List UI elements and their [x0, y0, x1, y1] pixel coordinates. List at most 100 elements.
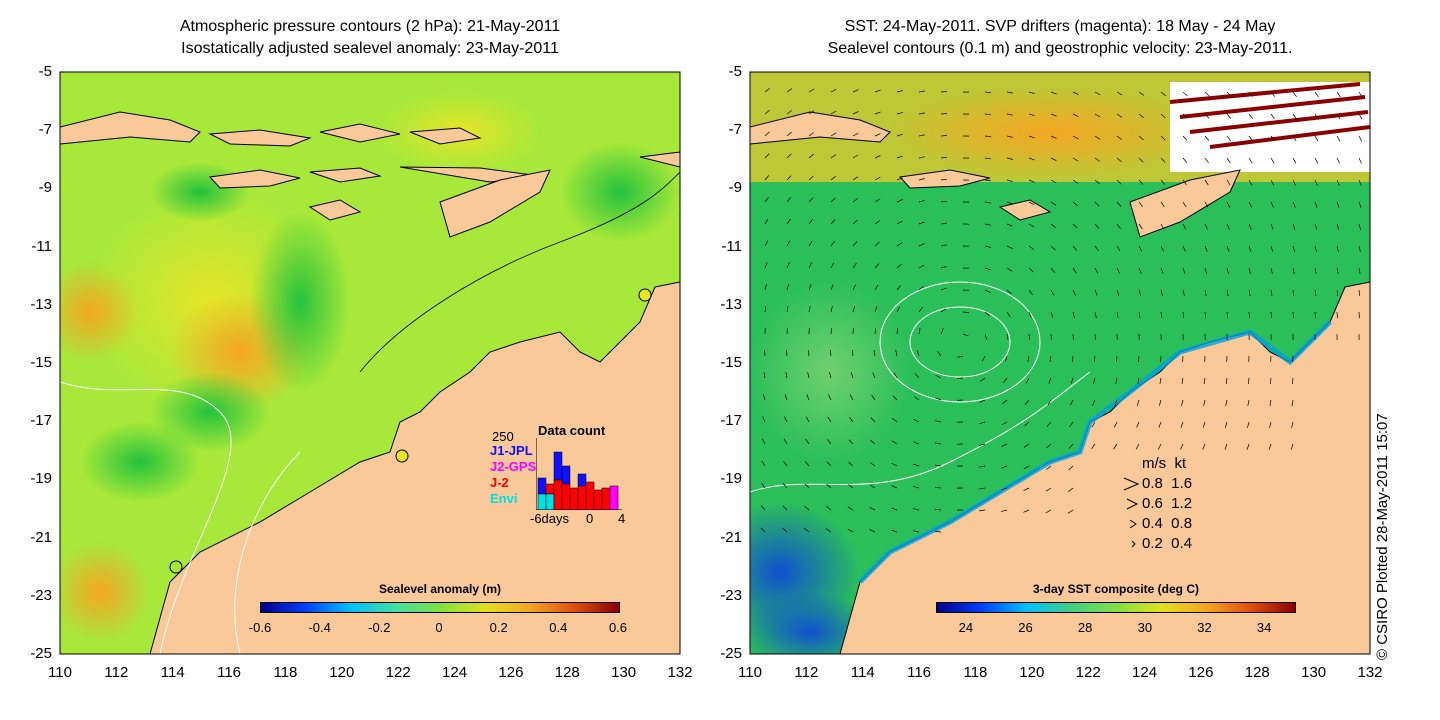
sst-warm-patch [890, 87, 1210, 177]
velocity-arrow [956, 377, 964, 379]
colorbar-tick-label: 0.2 [489, 620, 508, 635]
lon-tick-label: 130 [611, 664, 637, 681]
velocity-arrow [786, 349, 788, 357]
lat-tick-label: -19 [30, 470, 52, 488]
velocity-legend-header: m/s kt [1142, 455, 1187, 472]
lat-tick-label: -11 [31, 237, 52, 255]
velocity-arrow [1138, 355, 1140, 363]
lat-tick-label: -9 [38, 179, 52, 197]
colorbar-tick-label: 0.4 [549, 620, 568, 635]
lat-tick-label: -5 [38, 63, 52, 80]
left-title-line1: Atmospheric pressure contours (2 hPa): 2… [179, 18, 561, 35]
velocity-arrow [1050, 333, 1052, 341]
colorbar-tick-label: -0.6 [248, 620, 272, 635]
colorbar-tick-label: 0 [435, 620, 443, 635]
data-count-series-j2gps: J2-GPS [490, 459, 537, 474]
velocity-legend-row: 0.8 1.6 [1142, 475, 1193, 492]
data-count-title: Data count [538, 423, 606, 438]
sst-colorbar [936, 602, 1296, 613]
lon-tick-label: 128 [554, 664, 580, 681]
lon-tick-label: 110 [48, 664, 72, 681]
lon-tick-label: 128 [1244, 664, 1270, 681]
lat-tick-label: -15 [30, 354, 52, 371]
velocity-legend-row: 0.4 0.8 [1142, 515, 1193, 532]
lon-tick-label: 122 [385, 664, 411, 681]
right-title-line2: Sealevel contours (0.1 m) and geostrophi… [827, 40, 1293, 57]
lat-tick-label: -15 [720, 354, 742, 371]
lat-tick-label: -17 [30, 412, 52, 430]
colorbar-tick-label: 26 [1018, 620, 1033, 635]
colorbar-tick-label: 24 [958, 620, 974, 635]
colorbar-tick-label: -0.2 [368, 620, 391, 635]
data-count-series-j2: J-2 [490, 475, 509, 490]
velocity-arrow [1116, 355, 1118, 363]
lon-tick-label: 118 [273, 664, 298, 681]
copyright-label: © CSIRO Plotted 28-May-2011 15:07 [1374, 413, 1391, 660]
colorbar-tick-label: 34 [1256, 620, 1272, 635]
lat-tick-label: -23 [30, 586, 52, 604]
lon-tick-label: 114 [160, 664, 185, 681]
sla-anomaly [150, 162, 250, 222]
lon-tick-label: 124 [1132, 664, 1158, 681]
velocity-legend-row: 0.6 1.2 [1142, 495, 1193, 512]
sst-patch [750, 282, 910, 462]
velocity-arrow [1336, 311, 1338, 319]
sla-anomaly [80, 422, 200, 502]
lon-tick-label: 132 [667, 664, 693, 681]
lon-tick-label: 124 [442, 664, 468, 681]
lat-tick-label: -25 [720, 645, 742, 662]
lat-tick-label: -13 [30, 295, 52, 313]
sla-map-svg [60, 72, 680, 654]
lat-tick-label: -23 [720, 586, 742, 604]
tide-gauge-marker[interactable] [169, 560, 183, 574]
lat-tick-label: -19 [720, 470, 742, 488]
lon-tick-label: 118 [963, 664, 988, 681]
lon-tick-label: 132 [1357, 664, 1383, 681]
velocity-arrow [1292, 311, 1294, 319]
lon-tick-label: 122 [1075, 664, 1101, 681]
sla-colorbar [260, 602, 620, 613]
sst-colorbar-title: 3-day SST composite (deg C) [1032, 582, 1200, 596]
sst-cloud-mask [1170, 82, 1370, 172]
data-count-max: 250 [492, 429, 514, 444]
lat-tick-label: -9 [728, 179, 742, 197]
data-count-x-mid: 0 [586, 511, 594, 526]
right-title-line1: SST: 24-May-2011. SVP drifters (magenta)… [844, 18, 1276, 35]
lat-tick-label: -13 [720, 295, 742, 313]
left-map[interactable]: 250 Data count J1-JPL J2-GPS J-2 Envi -6… [60, 72, 680, 654]
colorbar-tick-label: 28 [1077, 620, 1093, 635]
lon-tick-label: 112 [104, 664, 129, 681]
right-map[interactable]: m/s kt 0.8 1.6 0.6 1.2 0.4 0.8 0.2 0.4 3… [750, 72, 1370, 654]
lat-tick-label: -7 [728, 121, 742, 139]
lat-tick-label: -11 [721, 237, 742, 255]
lon-tick-label: 120 [1019, 664, 1045, 681]
velocity-arrow [1314, 311, 1316, 319]
left-title-line2: Isostatically adjusted sealevel anomaly:… [181, 40, 559, 57]
lon-tick-label: 130 [1301, 664, 1327, 681]
lat-tick-label: -7 [38, 121, 52, 139]
lon-tick-label: 116 [907, 664, 932, 681]
velocity-arrow [940, 113, 948, 115]
tide-gauge-marker[interactable] [638, 288, 652, 302]
lon-tick-label: 112 [794, 664, 819, 681]
lat-tick-label: -17 [720, 412, 742, 430]
sla-anomaly [250, 212, 350, 392]
data-count-x-right: 4 [618, 511, 626, 526]
lat-tick-label: -25 [30, 645, 52, 662]
tide-gauge-marker[interactable] [395, 449, 409, 463]
colorbar-tick-label: 30 [1137, 620, 1153, 635]
data-count-series-j1: J1-JPL [490, 443, 533, 458]
data-count-series-envi: Envi [490, 491, 518, 506]
data-count-x-left: -6days [530, 511, 570, 526]
sst-map-svg [750, 72, 1370, 654]
colorbar-tick-label: 32 [1197, 620, 1212, 635]
colorbar-tick-label: 0.6 [608, 620, 628, 635]
velocity-arrow [940, 91, 948, 93]
data-count-histogram [536, 438, 622, 510]
lon-tick-label: 114 [850, 664, 875, 681]
lat-tick-label: -21 [30, 528, 52, 546]
sla-colorbar-title: Sealevel anomaly (m) [378, 582, 502, 596]
lon-tick-label: 110 [738, 664, 762, 681]
velocity-legend-row: 0.2 0.4 [1142, 535, 1193, 552]
lon-tick-label: 126 [498, 664, 524, 681]
